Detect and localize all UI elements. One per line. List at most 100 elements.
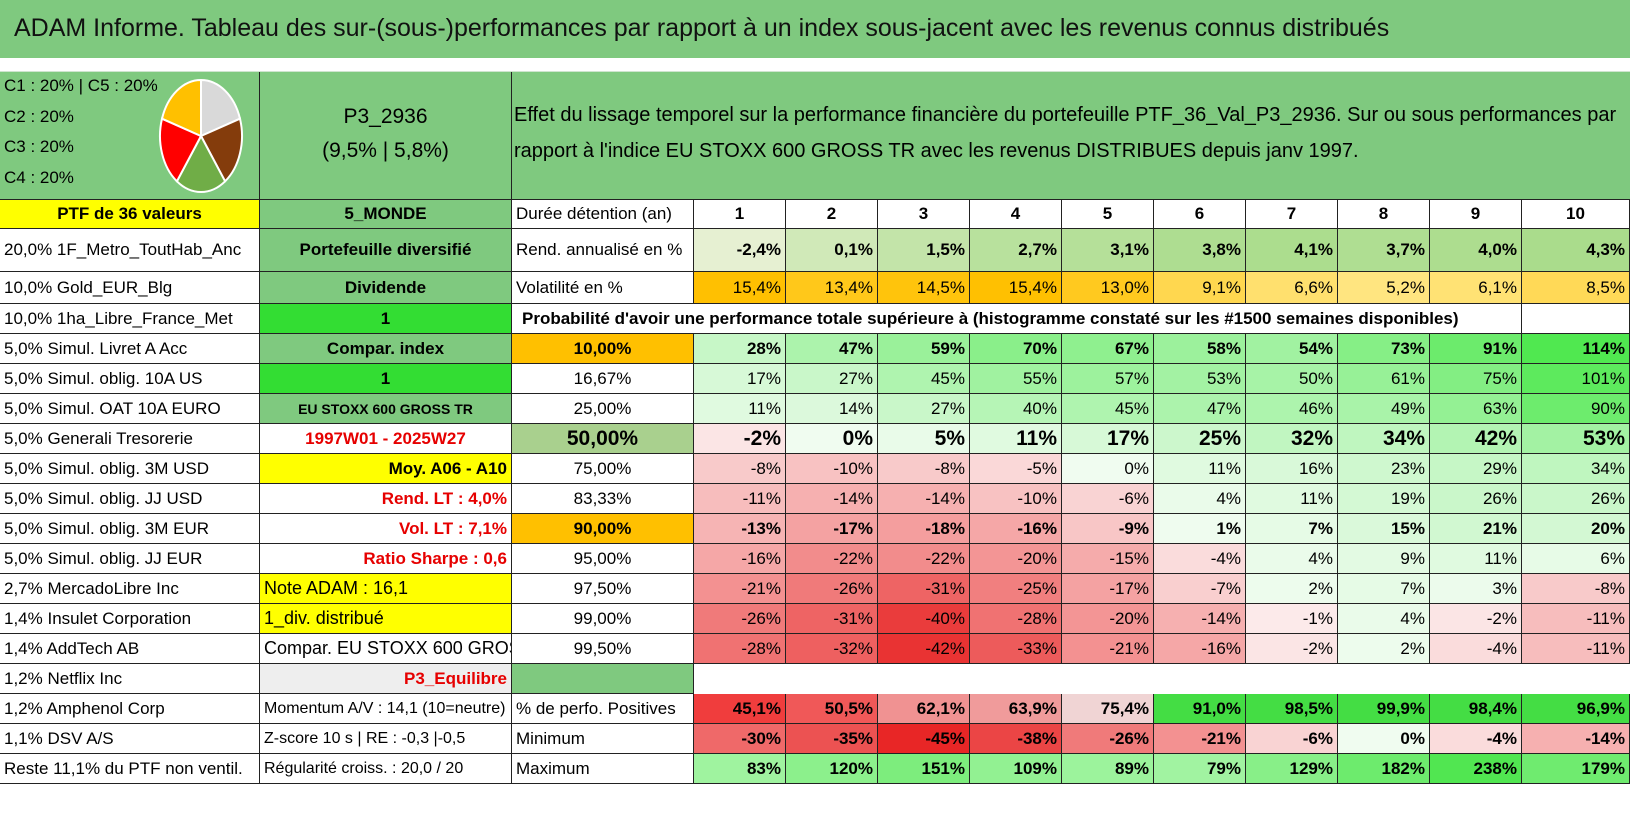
probability-value: -17%: [786, 514, 878, 544]
annual-return-value: 0,1%: [786, 229, 878, 272]
probability-value: 34%: [1338, 424, 1430, 454]
report-title: ADAM Informe. Tableau des sur-(sous-)per…: [14, 14, 1390, 42]
probability-value: 7%: [1246, 514, 1338, 544]
probability-value: 11%: [970, 424, 1062, 454]
holding-item: 20,0% 1F_Metro_ToutHab_Anc: [0, 229, 260, 272]
probability-value: 57%: [1062, 364, 1154, 394]
probability-value: 63%: [1430, 394, 1522, 424]
volatility-value: 15,4%: [694, 272, 786, 304]
probability-value: -8%: [1522, 574, 1630, 604]
year-header: 9: [1430, 200, 1522, 229]
portfolio-summary: P3_2936 (9,5% | 5,8%): [260, 72, 512, 200]
probability-value: 42%: [1430, 424, 1522, 454]
year-header: 1: [694, 200, 786, 229]
indicator-item: Note ADAM : 16,1: [260, 574, 512, 604]
positive-perf-value: 50,5%: [786, 694, 878, 724]
pie-label: C4 : 20%: [4, 168, 74, 187]
probability-value: 46%: [1246, 394, 1338, 424]
probability-value: -31%: [878, 574, 970, 604]
indicator-item: 1_div. distribué: [260, 604, 512, 634]
probability-value: 11%: [1246, 484, 1338, 514]
pie-label: C3 : 20%: [4, 137, 74, 156]
holding-item: 1,1% DSV A/S: [0, 724, 260, 754]
probability-value: -14%: [786, 484, 878, 514]
probability-value: -20%: [1062, 604, 1154, 634]
holding-item: 5,0% Simul. oblig. JJ EUR: [0, 544, 260, 574]
probability-value: 53%: [1154, 364, 1246, 394]
maximum-value: 179%: [1522, 754, 1630, 784]
probability-value: -4%: [1430, 634, 1522, 664]
indicator-item: Régularité croiss. : 20,0 / 20: [260, 754, 512, 784]
positive-perf-label: % de perfo. Positives: [512, 694, 694, 724]
indicator-item: Compar. index: [260, 334, 512, 364]
portfolio-name: P3_2936: [343, 105, 428, 128]
probability-value: 11%: [1154, 454, 1246, 484]
minimum-value: -14%: [1522, 724, 1630, 754]
probability-value: -2%: [1430, 604, 1522, 634]
probability-value: 54%: [1246, 334, 1338, 364]
probability-value: 15%: [1338, 514, 1430, 544]
volatility-value: 9,1%: [1154, 272, 1246, 304]
probability-threshold: 16,67%: [512, 364, 694, 394]
region-header: 5_MONDE: [260, 200, 512, 229]
probability-value: -16%: [970, 514, 1062, 544]
holding-item: 10,0% Gold_EUR_Blg: [0, 272, 260, 304]
indicator-item: Moy. A06 - A10: [260, 454, 512, 484]
indicator-item: Portefeuille diversifié: [260, 229, 512, 272]
probability-value: -16%: [1154, 634, 1246, 664]
holding-item: 5,0% Simul. Livret A Acc: [0, 334, 260, 364]
annual-return-value: 4,0%: [1430, 229, 1522, 272]
description-panel: Effet du lissage temporel sur la perform…: [512, 72, 1630, 200]
probability-value: -6%: [1062, 484, 1154, 514]
probability-value: 17%: [1062, 424, 1154, 454]
annual-return-value: 3,7%: [1338, 229, 1430, 272]
holding-item: 1,2% Netflix Inc: [0, 664, 260, 694]
indicator-item: EU STOXX 600 GROSS TR: [260, 394, 512, 424]
probability-threshold: 25,00%: [512, 394, 694, 424]
annual-return-value: 2,7%: [970, 229, 1062, 272]
probability-value: 6%: [1522, 544, 1630, 574]
holding-item: 1,4% AddTech AB: [0, 634, 260, 664]
probability-value: 19%: [1338, 484, 1430, 514]
positive-perf-value: 45,1%: [694, 694, 786, 724]
title-divider: [0, 63, 1630, 72]
probability-value: -13%: [694, 514, 786, 544]
probability-value: 11%: [1430, 544, 1522, 574]
probability-value: 11%: [694, 394, 786, 424]
probability-value: 28%: [694, 334, 786, 364]
pie-slice-c5: [160, 78, 202, 138]
probability-value: -25%: [970, 574, 1062, 604]
return-label: Rend. annualisé en %: [512, 229, 694, 272]
volatility-value: 15,4%: [970, 272, 1062, 304]
probability-value: 91%: [1430, 334, 1522, 364]
allocation-pie-chart: [159, 78, 243, 193]
volatility-value: 6,1%: [1430, 272, 1522, 304]
pie-slice-c3: [175, 133, 227, 193]
probability-value: -15%: [1062, 544, 1154, 574]
indicator-item: Vol. LT : 7,1%: [260, 514, 512, 544]
holding-item: 5,0% Simul. oblig. 3M EUR: [0, 514, 260, 544]
probability-value: 47%: [1154, 394, 1246, 424]
probability-value: -26%: [786, 574, 878, 604]
probability-value: 14%: [786, 394, 878, 424]
probability-threshold: 10,00%: [512, 334, 694, 364]
probability-value: 70%: [970, 334, 1062, 364]
positive-perf-value: 91,0%: [1154, 694, 1246, 724]
probability-value: -2%: [1246, 634, 1338, 664]
year-header: 6: [1154, 200, 1246, 229]
probability-threshold: 50,00%: [512, 424, 694, 454]
positive-perf-value: 96,9%: [1522, 694, 1630, 724]
minimum-value: -30%: [694, 724, 786, 754]
positive-perf-value: 62,1%: [878, 694, 970, 724]
volatility-value: 14,5%: [878, 272, 970, 304]
allocation-pie-panel: C1 : 20% | C5 : 20% C2 : 20% C3 : 20% C4…: [0, 72, 260, 200]
maximum-value: 151%: [878, 754, 970, 784]
probability-value: -17%: [1062, 574, 1154, 604]
probability-value: 55%: [970, 364, 1062, 394]
year-header: 8: [1338, 200, 1430, 229]
volatility-value: 13,0%: [1062, 272, 1154, 304]
indicator-item: Rend. LT : 4,0%: [260, 484, 512, 514]
year-header: 4: [970, 200, 1062, 229]
probability-value: 9%: [1338, 544, 1430, 574]
probability-value: -22%: [878, 544, 970, 574]
